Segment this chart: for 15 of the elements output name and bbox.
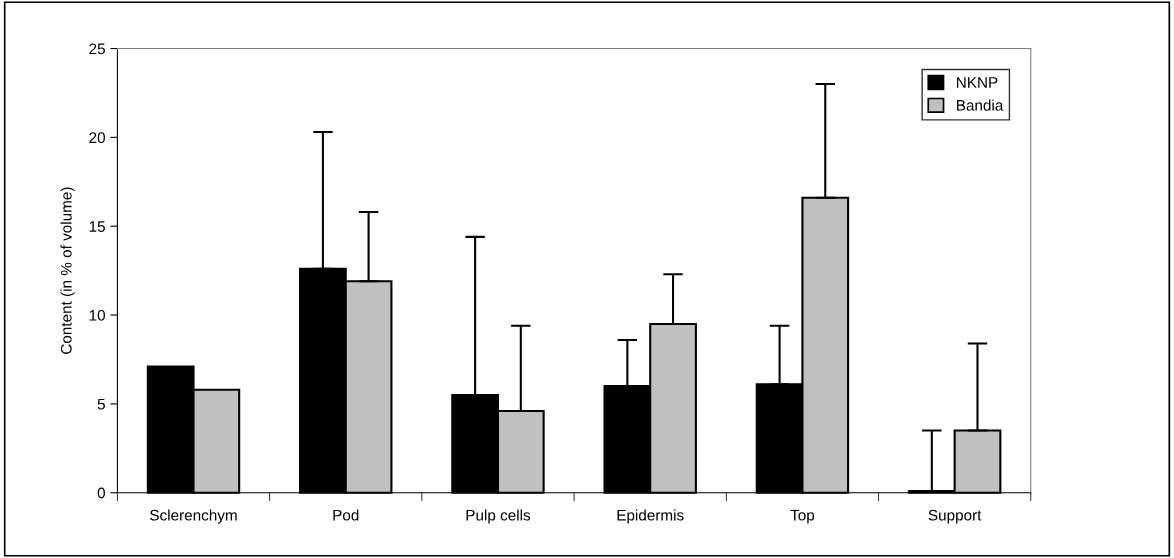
x-tick-label: Support [928, 509, 982, 524]
x-tick-label: Epidermis [617, 509, 684, 524]
x-tick-label: Sclerenchym [150, 509, 237, 524]
y-tick-label: 15 [89, 221, 105, 232]
x-tick-label: Top [790, 509, 815, 524]
x-tick-label: Pod [333, 509, 359, 521]
y-tick-label: 0 [97, 487, 105, 499]
legend-label: Bandia [957, 99, 1004, 111]
y-tick-label: 25 [89, 43, 105, 55]
y-tick-label: 10 [89, 309, 105, 321]
y-tick-label: 5 [97, 398, 105, 410]
legend-label: NKNP [957, 77, 998, 88]
y-axis-title: Content (in % of volume) [60, 187, 75, 354]
x-tick-label: Pulp cells [466, 509, 531, 524]
y-tick-label: 20 [89, 132, 105, 144]
